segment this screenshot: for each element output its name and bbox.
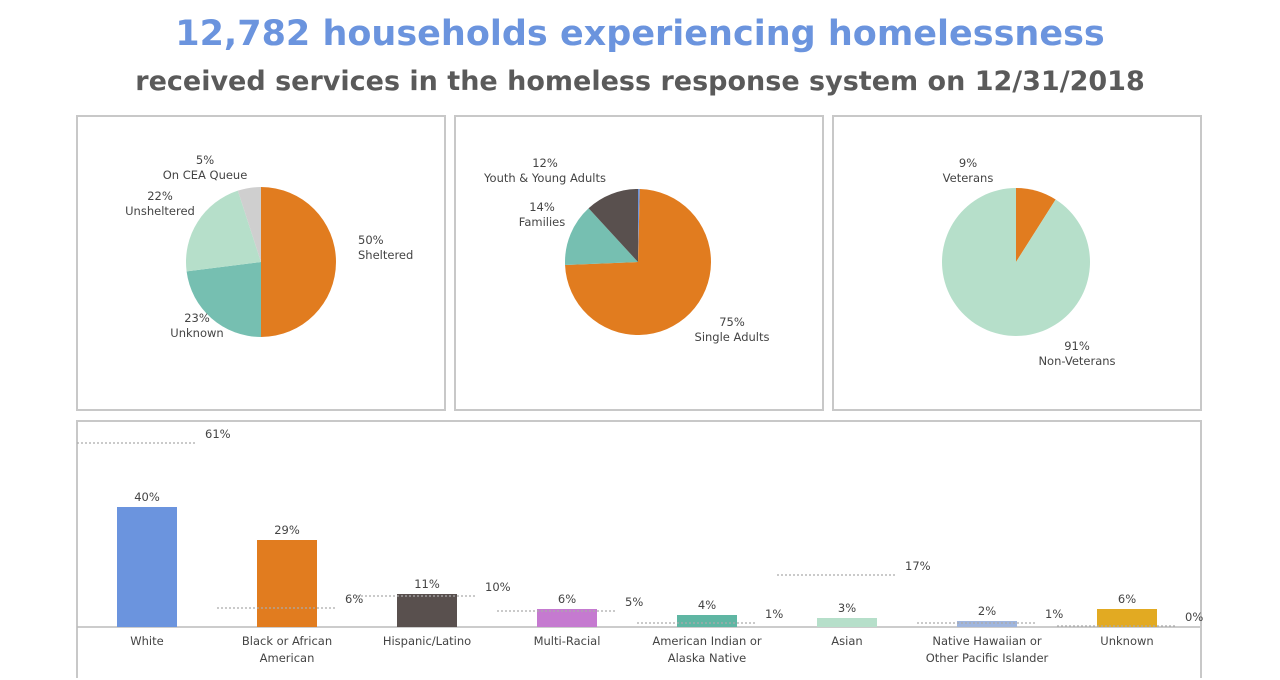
bar (537, 609, 597, 627)
pie-slice-label: On CEA Queue (163, 168, 248, 182)
bar (397, 594, 457, 627)
pie-slice-label: Sheltered (358, 248, 413, 262)
category-label: Native Hawaiian or (932, 634, 1041, 648)
pie-slice-pct: 50% (358, 233, 384, 247)
reference-label: 17% (905, 559, 931, 573)
category-label: White (130, 634, 163, 648)
pie-slice-label: Families (519, 215, 565, 229)
bar (957, 621, 1017, 627)
pie-slice-pct: 12% (532, 156, 558, 170)
pie-slice-pct: 91% (1064, 339, 1090, 353)
bar (117, 507, 177, 627)
reference-label: 5% (625, 595, 643, 609)
pie-slice (565, 189, 711, 335)
category-label: American (260, 651, 315, 665)
bar (257, 540, 317, 627)
pie-slice-pct: 23% (184, 311, 210, 325)
pie-slice-label: Single Adults (695, 330, 770, 344)
pie-slice-pct: 75% (719, 315, 745, 329)
bar (1097, 609, 1157, 627)
pie-slice-label: Youth & Young Adults (483, 171, 606, 185)
reference-label: 1% (765, 607, 783, 621)
bar-value-label: 11% (414, 577, 440, 591)
reference-label: 6% (345, 592, 363, 606)
category-label: American Indian or (652, 634, 762, 648)
pie-slice (588, 189, 638, 262)
category-label: Black or African (242, 634, 332, 648)
pie-slice (638, 189, 640, 262)
pie-slice-pct: 9% (959, 156, 977, 170)
pie-slice (565, 208, 638, 265)
pie-slice (942, 188, 1090, 336)
pie-slice (186, 190, 261, 272)
category-label: Hispanic/Latino (383, 634, 471, 648)
reference-label: 0% (1185, 610, 1203, 624)
bar-value-label: 2% (978, 604, 996, 618)
pie-slice (186, 262, 261, 337)
pie-slice-label: Unknown (170, 326, 223, 340)
pie-slice-pct: 14% (529, 200, 555, 214)
reference-label: 10% (485, 580, 511, 594)
category-label: Unknown (1100, 634, 1153, 648)
bar-value-label: 3% (838, 601, 856, 615)
pie-slice-label: Unsheltered (125, 204, 195, 218)
pie-slice (1016, 188, 1056, 262)
category-label: Asian (831, 634, 862, 648)
category-label: Multi-Racial (534, 634, 601, 648)
category-label: Alaska Native (668, 651, 747, 665)
page-title: 12,782 households experiencing homelessn… (175, 14, 1105, 54)
reference-label: 1% (1045, 607, 1063, 621)
bar-value-label: 4% (698, 598, 716, 612)
page-subtitle: received services in the homeless respon… (135, 66, 1145, 97)
pie-panel-status (76, 115, 446, 411)
bar-value-label: 6% (1118, 592, 1136, 606)
bar-value-label: 29% (274, 523, 300, 537)
pie-slice-label: Non-Veterans (1038, 354, 1115, 368)
pie-slice-label: Veterans (943, 171, 994, 185)
pie-slice-pct: 22% (147, 189, 173, 203)
bar-value-label: 6% (558, 592, 576, 606)
reference-label: 61% (205, 427, 231, 441)
bar (677, 615, 737, 627)
pie-slice-pct: 5% (196, 153, 214, 167)
bar-value-label: 40% (134, 490, 160, 504)
pie-slice (261, 187, 336, 337)
bar (817, 618, 877, 627)
pie-slice (237, 187, 261, 262)
category-label: Other Pacific Islander (926, 651, 1049, 665)
